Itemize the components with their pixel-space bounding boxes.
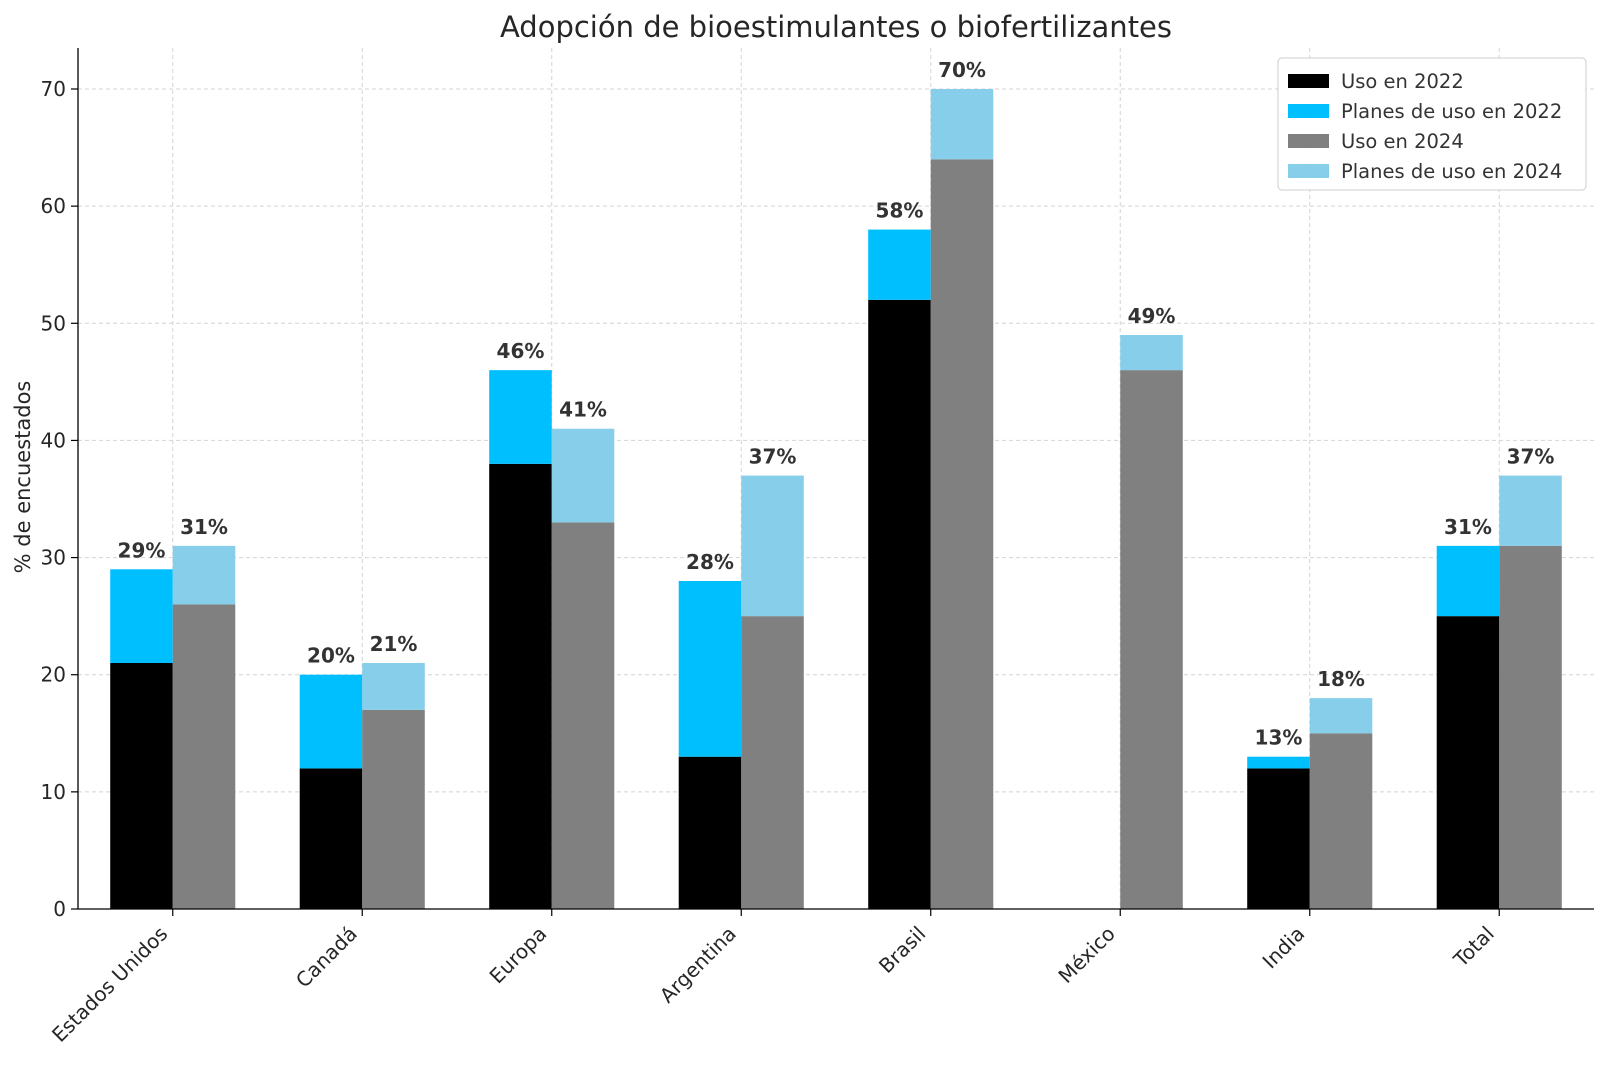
bar-uso-en-2022-total xyxy=(1436,616,1500,909)
bar-planes-de-uso-en-2022-argentina xyxy=(678,581,742,757)
bar-planes-de-uso-en-2022-canada xyxy=(299,674,363,769)
y-tick-label-60: 60 xyxy=(41,194,66,218)
legend: Uso en 2022 Planes de uso en 2022 Uso en 2… xyxy=(1277,57,1587,191)
legend-label-planes-de-uso-en-2022: Planes de uso en 2022 xyxy=(1341,100,1562,123)
bar-uso-en-2024-argentina xyxy=(741,616,804,909)
bar-planes-de-uso-en-2022-europa xyxy=(489,370,552,464)
bar-uso-en-2022-india xyxy=(1247,768,1310,909)
bar-uso-en-2024-europa xyxy=(551,522,615,909)
bar-planes-de-uso-en-2022-india xyxy=(1247,756,1310,769)
data-label-right-india: 18% xyxy=(1317,667,1365,691)
y-tick-label-0: 0 xyxy=(53,897,66,921)
bar-planes-de-uso-en-2024-europa xyxy=(551,428,615,523)
bar-planes-de-uso-en-2024-canada xyxy=(362,663,425,710)
y-axis-label: % de encuestados xyxy=(11,381,35,574)
data-labels: 29% 20% 46% 28% 58% 13% 31% 31% 21% 41% 37% 70% 49% 1… xyxy=(118,58,1555,750)
bar-uso-en-2022-estados-unidos xyxy=(110,663,173,909)
bar-planes-de-uso-en-2024-brasil xyxy=(930,89,994,160)
bar-planes-de-uso-en-2024-argentina xyxy=(741,475,804,617)
x-tick-label-canada: Canadá xyxy=(291,922,362,993)
y-tick-label-20: 20 xyxy=(41,663,66,687)
bar-planes-de-uso-en-2022-total xyxy=(1436,545,1500,617)
data-label-right-mexico: 49% xyxy=(1128,304,1176,328)
bar-planes-de-uso-en-2022-estados-unidos xyxy=(110,569,173,663)
x-tick-label-india: India xyxy=(1258,922,1310,974)
bar-planes-de-uso-en-2022-brasil xyxy=(868,229,931,300)
bar-planes-de-uso-en-2024-mexico xyxy=(1120,335,1183,371)
data-label-right-total: 37% xyxy=(1507,445,1555,469)
data-label-left-canada: 20% xyxy=(307,644,355,668)
y-tick-label-10: 10 xyxy=(41,780,66,804)
bar-uso-en-2024-total xyxy=(1499,545,1562,909)
data-label-left-total: 31% xyxy=(1444,515,1492,539)
data-label-left-brasil: 58% xyxy=(876,199,924,223)
x-tick-label-argentina: Argentina xyxy=(655,922,741,1008)
y-tick-label-30: 30 xyxy=(41,546,66,570)
bar-uso-en-2024-india xyxy=(1309,733,1373,909)
x-tick-label-estados-unidos: Estados Unidos xyxy=(47,922,172,1047)
y-tick-label-40: 40 xyxy=(41,428,66,452)
data-label-right-europa: 41% xyxy=(559,398,607,422)
data-label-left-estados-unidos: 29% xyxy=(118,538,166,562)
x-tick-label-europa: Europa xyxy=(485,922,552,989)
y-tick-label-50: 50 xyxy=(41,311,66,335)
bars xyxy=(110,89,1562,910)
legend-swatch-planes-de-uso-en-2024 xyxy=(1288,164,1329,178)
y-tick-label-70: 70 xyxy=(41,77,66,101)
legend-swatch-planes-de-uso-en-2022 xyxy=(1288,104,1329,118)
legend-label-uso-en-2024: Uso en 2024 xyxy=(1341,130,1464,153)
bar-planes-de-uso-en-2024-estados-unidos xyxy=(172,545,236,605)
bar-uso-en-2024-estados-unidos xyxy=(172,604,236,909)
data-label-right-brasil: 70% xyxy=(938,58,986,82)
bar-uso-en-2022-brasil xyxy=(868,299,931,909)
bar-uso-en-2024-mexico xyxy=(1120,370,1183,910)
data-label-left-india: 13% xyxy=(1255,726,1303,750)
legend-swatch-uso-en-2024 xyxy=(1288,134,1329,148)
x-tick-label-brasil: Brasil xyxy=(874,922,930,978)
bar-uso-en-2022-canada xyxy=(299,768,363,909)
bar-planes-de-uso-en-2024-india xyxy=(1309,698,1373,734)
legend-swatch-uso-en-2022 xyxy=(1288,74,1329,88)
data-label-left-europa: 46% xyxy=(497,339,545,363)
bar-uso-en-2022-argentina xyxy=(678,756,742,909)
data-label-right-estados-unidos: 31% xyxy=(180,515,228,539)
legend-label-uso-en-2022: Uso en 2022 xyxy=(1341,70,1464,93)
legend-label-planes-de-uso-en-2024: Planes de uso en 2024 xyxy=(1341,160,1562,183)
bar-planes-de-uso-en-2024-total xyxy=(1499,475,1562,546)
chart-title: Adopción de bioestimulantes o biofertili… xyxy=(500,10,1172,44)
bar-uso-en-2022-europa xyxy=(489,463,552,909)
data-label-right-argentina: 37% xyxy=(749,445,797,469)
bar-uso-en-2024-brasil xyxy=(930,159,994,910)
bar-uso-en-2024-canada xyxy=(362,709,425,909)
x-tick-label-mexico: México xyxy=(1053,922,1119,988)
data-label-left-argentina: 28% xyxy=(686,550,734,574)
legend-box xyxy=(1277,57,1587,191)
data-label-right-canada: 21% xyxy=(370,632,418,656)
x-tick-label-total: Total xyxy=(1448,922,1499,973)
